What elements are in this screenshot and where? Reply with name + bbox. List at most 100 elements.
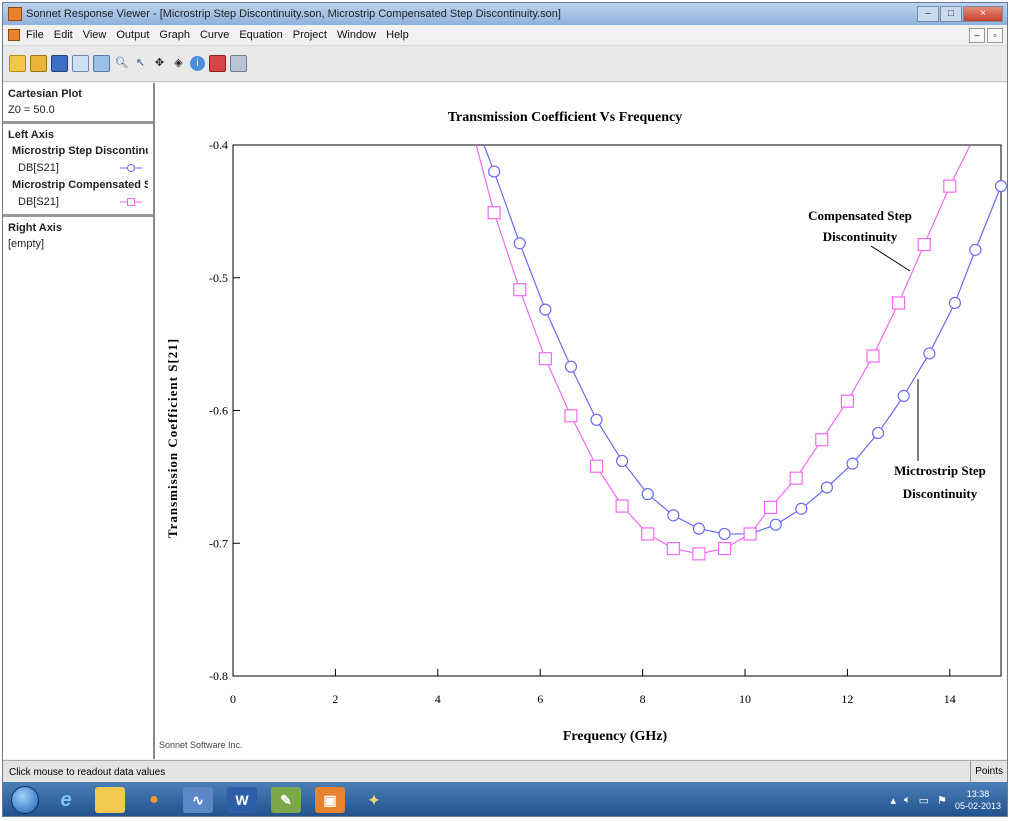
toolbar: 🔍︎ ↖ ✥ ◈ i [3,46,1007,82]
right-axis-section: Right Axis [empty] [3,217,153,255]
menu-curve[interactable]: Curve [199,29,230,41]
clock[interactable]: 13:38 05-02-2013 [955,788,1001,812]
zoom-out-icon[interactable]: ↖ [135,57,146,69]
data-point-circle [769,518,782,531]
data-point-circle [488,165,501,178]
save-icon[interactable] [51,55,68,72]
y-tick-label: -0.6 [209,404,228,418]
title-bar[interactable]: Sonnet Response Viewer - [Microstrip Ste… [3,3,1007,25]
plot-area[interactable]: Transmission Coefficient Vs Frequency Fr… [155,83,1007,759]
annotation-compensated-line2: Discontinuity [823,229,898,244]
copy-icon[interactable] [72,55,89,72]
close-button[interactable]: × [963,6,1003,22]
freeze-icon[interactable] [209,55,226,72]
data-point-square [866,349,880,363]
maximize-button[interactable]: □ [940,6,962,22]
volume-icon[interactable]: 🔈︎ [904,793,911,806]
x-tick-label: 6 [537,692,543,706]
word-icon[interactable]: W [227,787,257,813]
series-line-2 [475,144,971,555]
chart-title: Transmission Coefficient Vs Frequency [448,110,683,125]
status-text: Click mouse to readout data values [9,766,166,778]
minimize-button[interactable]: – [917,6,939,22]
pan-icon[interactable]: ✥ [154,57,165,69]
move-icon[interactable]: ◈ [174,57,183,69]
network-icon[interactable]: ▭ [918,794,930,807]
menu-file[interactable]: File [26,29,44,41]
menu-view[interactable]: View [82,29,107,41]
curve-group-2-label[interactable]: Microstrip Compensated Step Discontinuit… [12,179,148,191]
app-icon[interactable] [8,7,22,21]
menu-edit[interactable]: Edit [53,29,73,41]
media-player-icon[interactable]: ● [149,791,159,808]
data-point-circle [872,426,885,440]
data-point-square [666,541,680,556]
file-explorer-icon[interactable] [95,787,125,813]
data-point-square [763,500,778,515]
menu-window[interactable]: Window [337,29,377,41]
data-point-circle [667,509,680,522]
data-point-circle [539,303,552,316]
data-point-square [840,394,855,408]
tray-arrow-icon[interactable]: ▴ [890,794,897,807]
document-icon[interactable] [8,29,20,41]
zoom-in-icon[interactable]: 🔍︎ [114,57,129,69]
new-file-icon[interactable] [9,55,26,72]
sonnet-icon[interactable]: ▣ [315,787,345,813]
mdi-minimize-button[interactable]: – [969,27,985,43]
paste-icon[interactable] [93,55,110,72]
data-point-square [943,179,957,193]
curve-2-param: DB[S21] [18,196,59,208]
z0-label: Z0 = 50.0 [8,104,55,116]
curve-item-1[interactable]: DB[S21] [8,159,148,177]
data-point-circle [641,488,654,501]
menu-graph[interactable]: Graph [159,29,190,41]
left-axis-title: Left Axis [8,129,55,141]
x-tick-label: 2 [332,692,338,706]
status-bar: Click mouse to readout data values Point… [3,760,1007,783]
curve-item-2[interactable]: DB[S21] [8,193,148,211]
clock-date: 05-02-2013 [954,801,1001,811]
data-point-square [538,352,552,366]
x-tick-label: 0 [230,692,236,706]
right-axis-title: Right Axis [8,222,62,234]
open-folder-icon[interactable] [30,55,47,72]
paint-icon[interactable]: ✎ [271,787,301,813]
browser-icon[interactable]: e [60,788,72,811]
data-point-square [564,409,578,423]
system-tray: ▴ 🔈︎ ▭ ⚑ 13:38 05-02-2013 [891,788,1001,812]
x-axis-label: Frequency (GHz) [563,729,668,744]
data-point-circle [795,502,808,515]
data-point-square [513,283,527,297]
data-point-circle [969,243,982,256]
menu-equation[interactable]: Equation [239,29,283,41]
transmission-chart[interactable]: Transmission Coefficient Vs Frequency Fr… [155,83,1007,759]
y-tick-label: -0.8 [209,669,228,683]
print-icon[interactable] [230,55,247,72]
data-point-square [815,433,829,447]
matlab-icon[interactable]: ∿ [183,787,213,813]
x-tick-label: 8 [640,692,646,706]
data-point-square [917,237,931,252]
data-point-circle [994,180,1007,193]
left-axis-section: Left Axis Microstrip Step Discontinuity … [3,124,153,217]
mdi-restore-button[interactable]: ▫ [987,27,1003,43]
menu-project[interactable]: Project [292,29,327,41]
y-axis-label: Transmission Coefficient S[21] [165,338,180,538]
start-button[interactable] [11,786,39,814]
flag-icon[interactable]: ⚑ [937,794,947,807]
menu-help[interactable]: Help [386,29,409,41]
annotation-compensated-leader [870,245,911,272]
plot-frame [232,144,1002,677]
menu-output[interactable]: Output [116,29,150,41]
tool-icon[interactable]: ✦ [368,791,380,808]
series-line-1 [483,144,1002,535]
clock-time: 13:38 [966,789,990,799]
curve-group-1-label[interactable]: Microstrip Step Discontinuity [12,145,148,157]
data-point-circle [897,389,910,402]
data-point-square [717,541,732,556]
data-point-circle [616,454,629,468]
data-point-square [789,471,803,485]
info-icon[interactable]: i [190,56,205,71]
